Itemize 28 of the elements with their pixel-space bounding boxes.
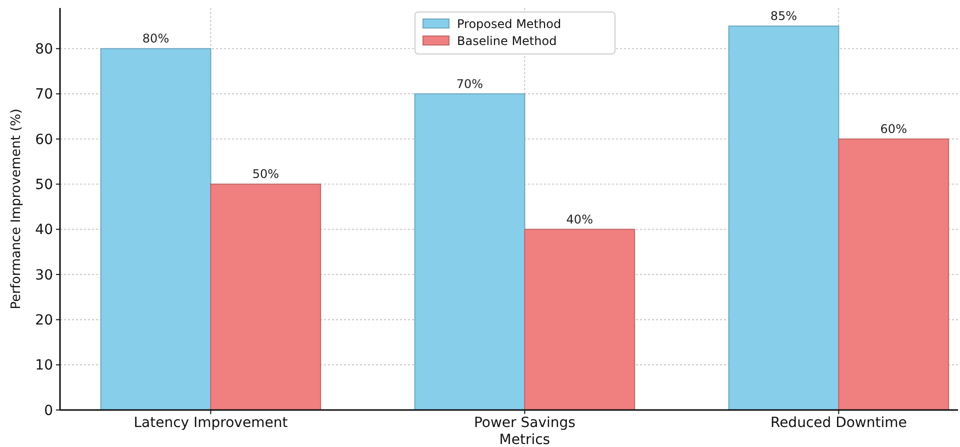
legend-label: Proposed Method [457,17,562,32]
y-tick-label: 10 [35,358,53,374]
x-tick-label: Power Savings [474,415,576,431]
data-label: 50% [252,167,279,182]
x-tick-label: Latency Improvement [134,415,288,431]
y-tick-label: 60 [35,132,53,148]
data-label: 85% [770,9,798,24]
y-tick-label: 40 [35,222,53,238]
y-axis-title: Performance Improvement (%) [9,108,24,310]
data-label: 70% [456,76,484,91]
x-tick-label: Reduced Downtime [770,415,907,431]
y-tick-label: 70 [35,86,53,103]
bar [838,138,950,410]
x-axis-title: Metrics [499,432,550,447]
data-label: 80% [142,32,170,46]
legend-label: Baseline Method [457,34,557,48]
data-label: 60% [880,122,907,136]
bar [728,26,840,410]
bar [414,93,526,410]
y-tick-label: 80 [35,42,53,58]
data-label: 40% [566,212,593,226]
bar [524,228,636,410]
y-tick-label: 30 [35,267,53,284]
y-tick-label: 50 [35,177,53,194]
bar [100,48,212,410]
y-tick-label: 0 [44,402,53,419]
y-tick-label: 20 [35,312,53,329]
bar [210,184,322,410]
